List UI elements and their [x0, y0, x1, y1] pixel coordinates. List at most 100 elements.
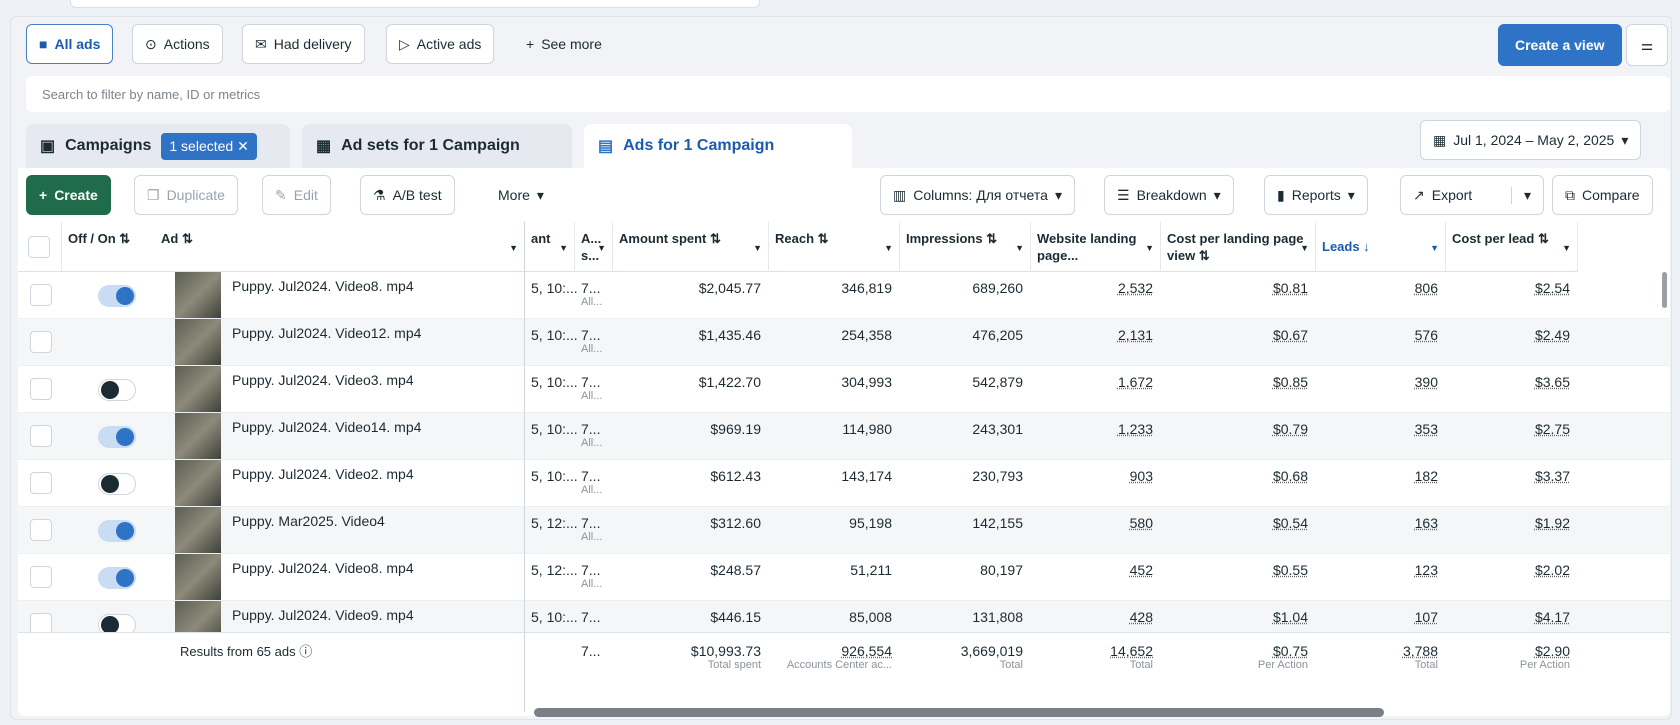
- cell-lpv[interactable]: 2,131: [1117, 327, 1153, 343]
- cell-lpv[interactable]: 452: [1129, 562, 1153, 578]
- table-row[interactable]: Puppy. Mar2025. Video4 5, 12:... 7... All..…: [18, 507, 1670, 554]
- cell-cplpv[interactable]: $0.67: [1272, 327, 1308, 343]
- more-button[interactable]: More ▾: [498, 186, 544, 204]
- ad-name[interactable]: Puppy. Jul2024. Video12. mp4: [232, 325, 422, 341]
- ad-name[interactable]: Puppy. Jul2024. Video3. mp4: [232, 372, 414, 388]
- column-header[interactable]: Website landing page... ▼: [1031, 222, 1161, 272]
- ad-toggle[interactable]: [98, 473, 136, 495]
- cell-cpl[interactable]: $2.75: [1534, 421, 1570, 437]
- row-checkbox[interactable]: [30, 519, 52, 541]
- export-dropdown-icon[interactable]: ▾: [1510, 186, 1531, 204]
- cell-leads[interactable]: 576: [1414, 327, 1438, 343]
- cell-lpv[interactable]: 580: [1129, 515, 1153, 531]
- column-menu-icon[interactable]: ▼: [1015, 243, 1024, 253]
- cell-leads[interactable]: 107: [1414, 609, 1438, 625]
- tab-ads[interactable]: ▤ Ads for 1 Campaign: [584, 124, 852, 168]
- column-menu-icon[interactable]: ▼: [1562, 243, 1571, 253]
- ad-toggle[interactable]: [98, 520, 136, 542]
- cell-lpv[interactable]: 903: [1129, 468, 1153, 484]
- ad-toggle[interactable]: [98, 379, 136, 401]
- cell-cplpv[interactable]: $0.81: [1272, 280, 1308, 296]
- cell-leads[interactable]: 163: [1414, 515, 1438, 531]
- date-range-picker[interactable]: ▦ Jul 1, 2024 – May 2, 2025 ▾: [1420, 120, 1642, 160]
- cell-cpl[interactable]: $2.54: [1534, 280, 1570, 296]
- column-menu-icon[interactable]: ▼: [509, 243, 518, 253]
- selected-badge[interactable]: 1 selected ✕: [161, 132, 257, 160]
- header-select-all[interactable]: [18, 222, 62, 272]
- table-row[interactable]: Puppy. Jul2024. Video14. mp4 5, 10:... 7..…: [18, 413, 1670, 460]
- select-all-checkbox[interactable]: [28, 236, 50, 258]
- ad-name[interactable]: Puppy. Jul2024. Video8. mp4: [232, 560, 414, 576]
- ad-name[interactable]: Puppy. Jul2024. Video8. mp4: [232, 278, 414, 294]
- cell-leads[interactable]: 353: [1414, 421, 1438, 437]
- table-row[interactable]: Puppy. Jul2024. Video8. mp4 5, 12:... 7...…: [18, 554, 1670, 601]
- cell-cplpv[interactable]: $0.68: [1272, 468, 1308, 484]
- filter-all-ads[interactable]: ■ All ads: [26, 24, 114, 64]
- cell-leads[interactable]: 390: [1414, 374, 1438, 390]
- filter-had-delivery[interactable]: ✉ Had delivery: [242, 24, 365, 64]
- cell-leads[interactable]: 182: [1414, 468, 1438, 484]
- row-checkbox[interactable]: [30, 472, 52, 494]
- column-header[interactable]: Ad ⇅ ▼: [155, 222, 525, 272]
- info-icon[interactable]: ⓘ: [299, 644, 313, 659]
- table-row[interactable]: Puppy. Jul2024. Video12. mp4 5, 10:... 7..…: [18, 319, 1670, 366]
- cell-leads[interactable]: 806: [1414, 280, 1438, 296]
- column-menu-icon[interactable]: ▼: [559, 243, 568, 253]
- row-checkbox[interactable]: [30, 378, 52, 400]
- cell-cplpv[interactable]: $0.79: [1272, 421, 1308, 437]
- column-menu-icon[interactable]: ▼: [1145, 243, 1154, 253]
- cell-cpl[interactable]: $4.17: [1534, 609, 1570, 625]
- cell-cpl[interactable]: $3.65: [1534, 374, 1570, 390]
- cell-cpl[interactable]: $3.37: [1534, 468, 1570, 484]
- ad-toggle[interactable]: [98, 285, 136, 307]
- cell-leads[interactable]: 123: [1414, 562, 1438, 578]
- tab-ad-sets[interactable]: ▦ Ad sets for 1 Campaign: [302, 124, 572, 168]
- column-header[interactable]: Impressions ⇅ ▼: [900, 222, 1031, 272]
- column-header[interactable]: Off / On ⇅: [62, 222, 156, 272]
- cell-lpv[interactable]: 1,233: [1117, 421, 1153, 437]
- ad-toggle[interactable]: [98, 567, 136, 589]
- ad-name[interactable]: Puppy. Mar2025. Video4: [232, 513, 385, 529]
- create-button[interactable]: + Create: [26, 175, 111, 215]
- ad-toggle[interactable]: [98, 426, 136, 448]
- create-view-button[interactable]: Create a view: [1498, 24, 1622, 66]
- row-checkbox[interactable]: [30, 284, 52, 306]
- cell-cpl[interactable]: $2.49: [1534, 327, 1570, 343]
- column-header[interactable]: ant ▼: [525, 222, 575, 272]
- column-header[interactable]: A... s... ▼: [575, 222, 613, 272]
- column-header[interactable]: Leads ↓ ▼: [1316, 222, 1446, 272]
- edit-button[interactable]: ✎ Edit: [262, 175, 331, 215]
- table-row[interactable]: Puppy. Jul2024. Video8. mp4 5, 10:... 7...…: [18, 272, 1670, 319]
- cell-cpl[interactable]: $2.02: [1534, 562, 1570, 578]
- column-menu-icon[interactable]: ▼: [1300, 243, 1309, 253]
- column-header[interactable]: Cost per landing page view ⇅ ▼: [1161, 222, 1316, 272]
- ab-test-button[interactable]: ⚗ A/B test: [360, 175, 455, 215]
- see-more-button[interactable]: + See more: [526, 36, 602, 52]
- column-header[interactable]: Cost per lead ⇅ ▼: [1446, 222, 1578, 272]
- column-menu-icon[interactable]: ▼: [1430, 243, 1439, 253]
- filter-active-ads[interactable]: ▷ Active ads: [386, 24, 495, 64]
- horizontal-scrollbar[interactable]: [534, 708, 1384, 717]
- tab-campaigns[interactable]: ▣ Campaigns 1 selected ✕: [26, 124, 290, 168]
- column-menu-icon[interactable]: ▼: [753, 243, 762, 253]
- column-header[interactable]: Amount spent ⇅ ▼: [613, 222, 769, 272]
- row-checkbox[interactable]: [30, 425, 52, 447]
- cell-cplpv[interactable]: $1.04: [1272, 609, 1308, 625]
- vertical-scrollbar[interactable]: [1662, 272, 1667, 308]
- reports-button[interactable]: ▮ Reports ▾: [1264, 175, 1368, 215]
- column-menu-icon[interactable]: ▼: [597, 243, 606, 253]
- cell-lpv[interactable]: 428: [1129, 609, 1153, 625]
- columns-button[interactable]: ▥ Columns: Для отчета ▾: [880, 175, 1075, 215]
- close-icon[interactable]: ✕: [237, 137, 249, 154]
- row-checkbox[interactable]: [30, 331, 52, 353]
- export-button[interactable]: ↗ Export ▾: [1400, 175, 1544, 215]
- breakdown-button[interactable]: ☰ Breakdown ▾: [1104, 175, 1234, 215]
- cell-cplpv[interactable]: $0.55: [1272, 562, 1308, 578]
- column-menu-icon[interactable]: ▼: [884, 243, 893, 253]
- ad-toggle[interactable]: [98, 614, 136, 636]
- cell-cplpv[interactable]: $0.54: [1272, 515, 1308, 531]
- cell-lpv[interactable]: 2,532: [1117, 280, 1153, 296]
- cell-cpl[interactable]: $1.92: [1534, 515, 1570, 531]
- cell-cplpv[interactable]: $0.85: [1272, 374, 1308, 390]
- cell-lpv[interactable]: 1,672: [1117, 374, 1153, 390]
